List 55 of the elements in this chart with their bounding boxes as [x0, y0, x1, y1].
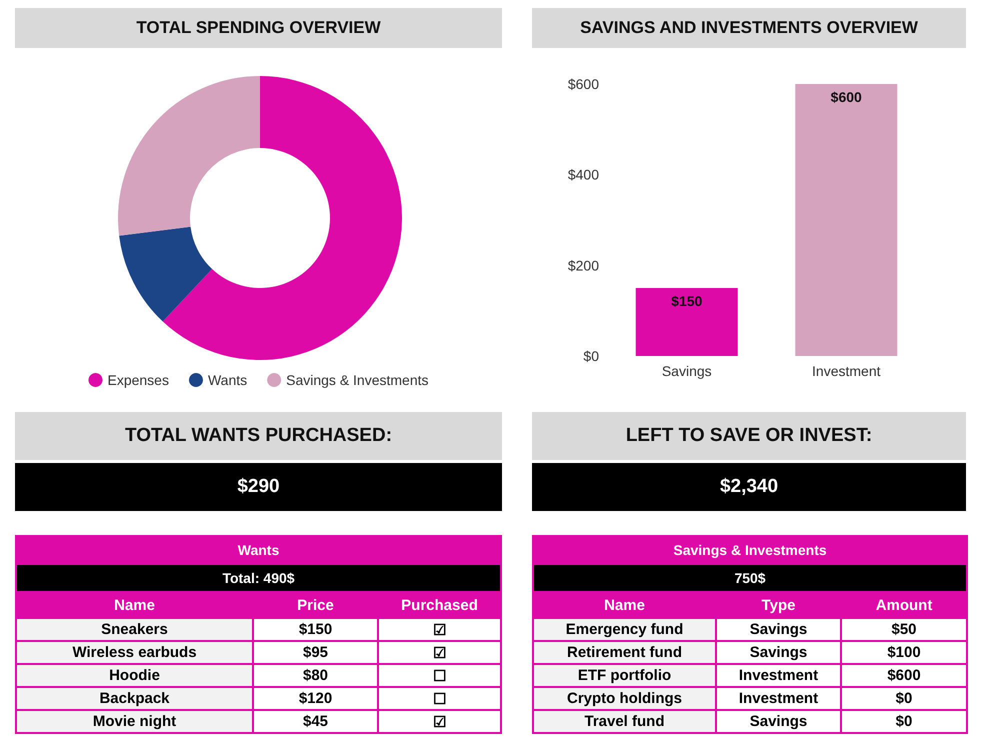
text: $45 — [302, 713, 328, 730]
text: TOTAL WANTS PURCHASED: — [15, 412, 502, 460]
text: Wants — [16, 536, 502, 564]
text: $0 — [896, 690, 912, 707]
text: Movie night — [92, 713, 176, 730]
text: $80 — [302, 667, 328, 684]
text: Emergency fund — [566, 621, 684, 638]
category-label: Price — [253, 592, 378, 618]
text: $600 — [887, 667, 921, 684]
chart-title: SAVINGS AND INVESTMENTS OVERVIEW — [532, 8, 966, 48]
text: LEFT TO SAVE OR INVEST: — [532, 412, 966, 460]
text: Investment — [738, 667, 818, 684]
text: Investment — [738, 690, 818, 707]
text: Savings & Investments — [533, 536, 968, 564]
text: Savings — [750, 621, 808, 638]
text: Total: 490$ — [16, 564, 502, 592]
text: Travel fund — [584, 713, 665, 730]
text: 750$ — [533, 564, 968, 592]
text: ☑ — [433, 714, 446, 730]
text: ☑ — [433, 644, 446, 662]
text: $100 — [887, 644, 921, 661]
text: $2,340 — [532, 463, 966, 511]
text: Sneakers — [101, 621, 168, 638]
text: Hoodie — [109, 667, 160, 684]
text: Wireless earbuds — [72, 644, 197, 661]
text: Savings — [750, 644, 808, 661]
text: $95 — [302, 644, 328, 661]
text: $120 — [298, 690, 332, 707]
chart-title: TOTAL SPENDING OVERVIEW — [15, 8, 502, 48]
text: $290 — [15, 463, 502, 511]
y-tick-label: $0 — [583, 348, 600, 364]
text: Crypto holdings — [567, 690, 682, 707]
text: Savings — [750, 713, 808, 730]
text: ☐ — [433, 690, 446, 708]
legend-label: Wants — [208, 372, 248, 388]
text: ☑ — [433, 622, 446, 638]
category-label: Purchased — [378, 592, 502, 618]
category-label: Amount — [841, 592, 968, 618]
text: Backpack — [99, 690, 170, 707]
text: Retirement fund — [566, 644, 682, 661]
text: $150 — [298, 621, 332, 638]
category-label: Name — [533, 592, 716, 618]
data-label: $150 — [671, 293, 703, 309]
category-label: Name — [16, 592, 253, 618]
text: $0 — [896, 713, 912, 730]
y-tick-label: $600 — [568, 76, 600, 92]
legend-label: Savings & Investments — [286, 372, 429, 388]
text: ☐ — [433, 668, 446, 684]
category-label: Type — [716, 592, 841, 618]
y-tick-label: $200 — [568, 257, 600, 274]
y-tick-label: $400 — [568, 166, 600, 183]
data-label: $600 — [830, 89, 862, 105]
text: $50 — [892, 621, 917, 638]
legend-label: Expenses — [107, 372, 169, 388]
text: ETF portfolio — [578, 667, 672, 684]
